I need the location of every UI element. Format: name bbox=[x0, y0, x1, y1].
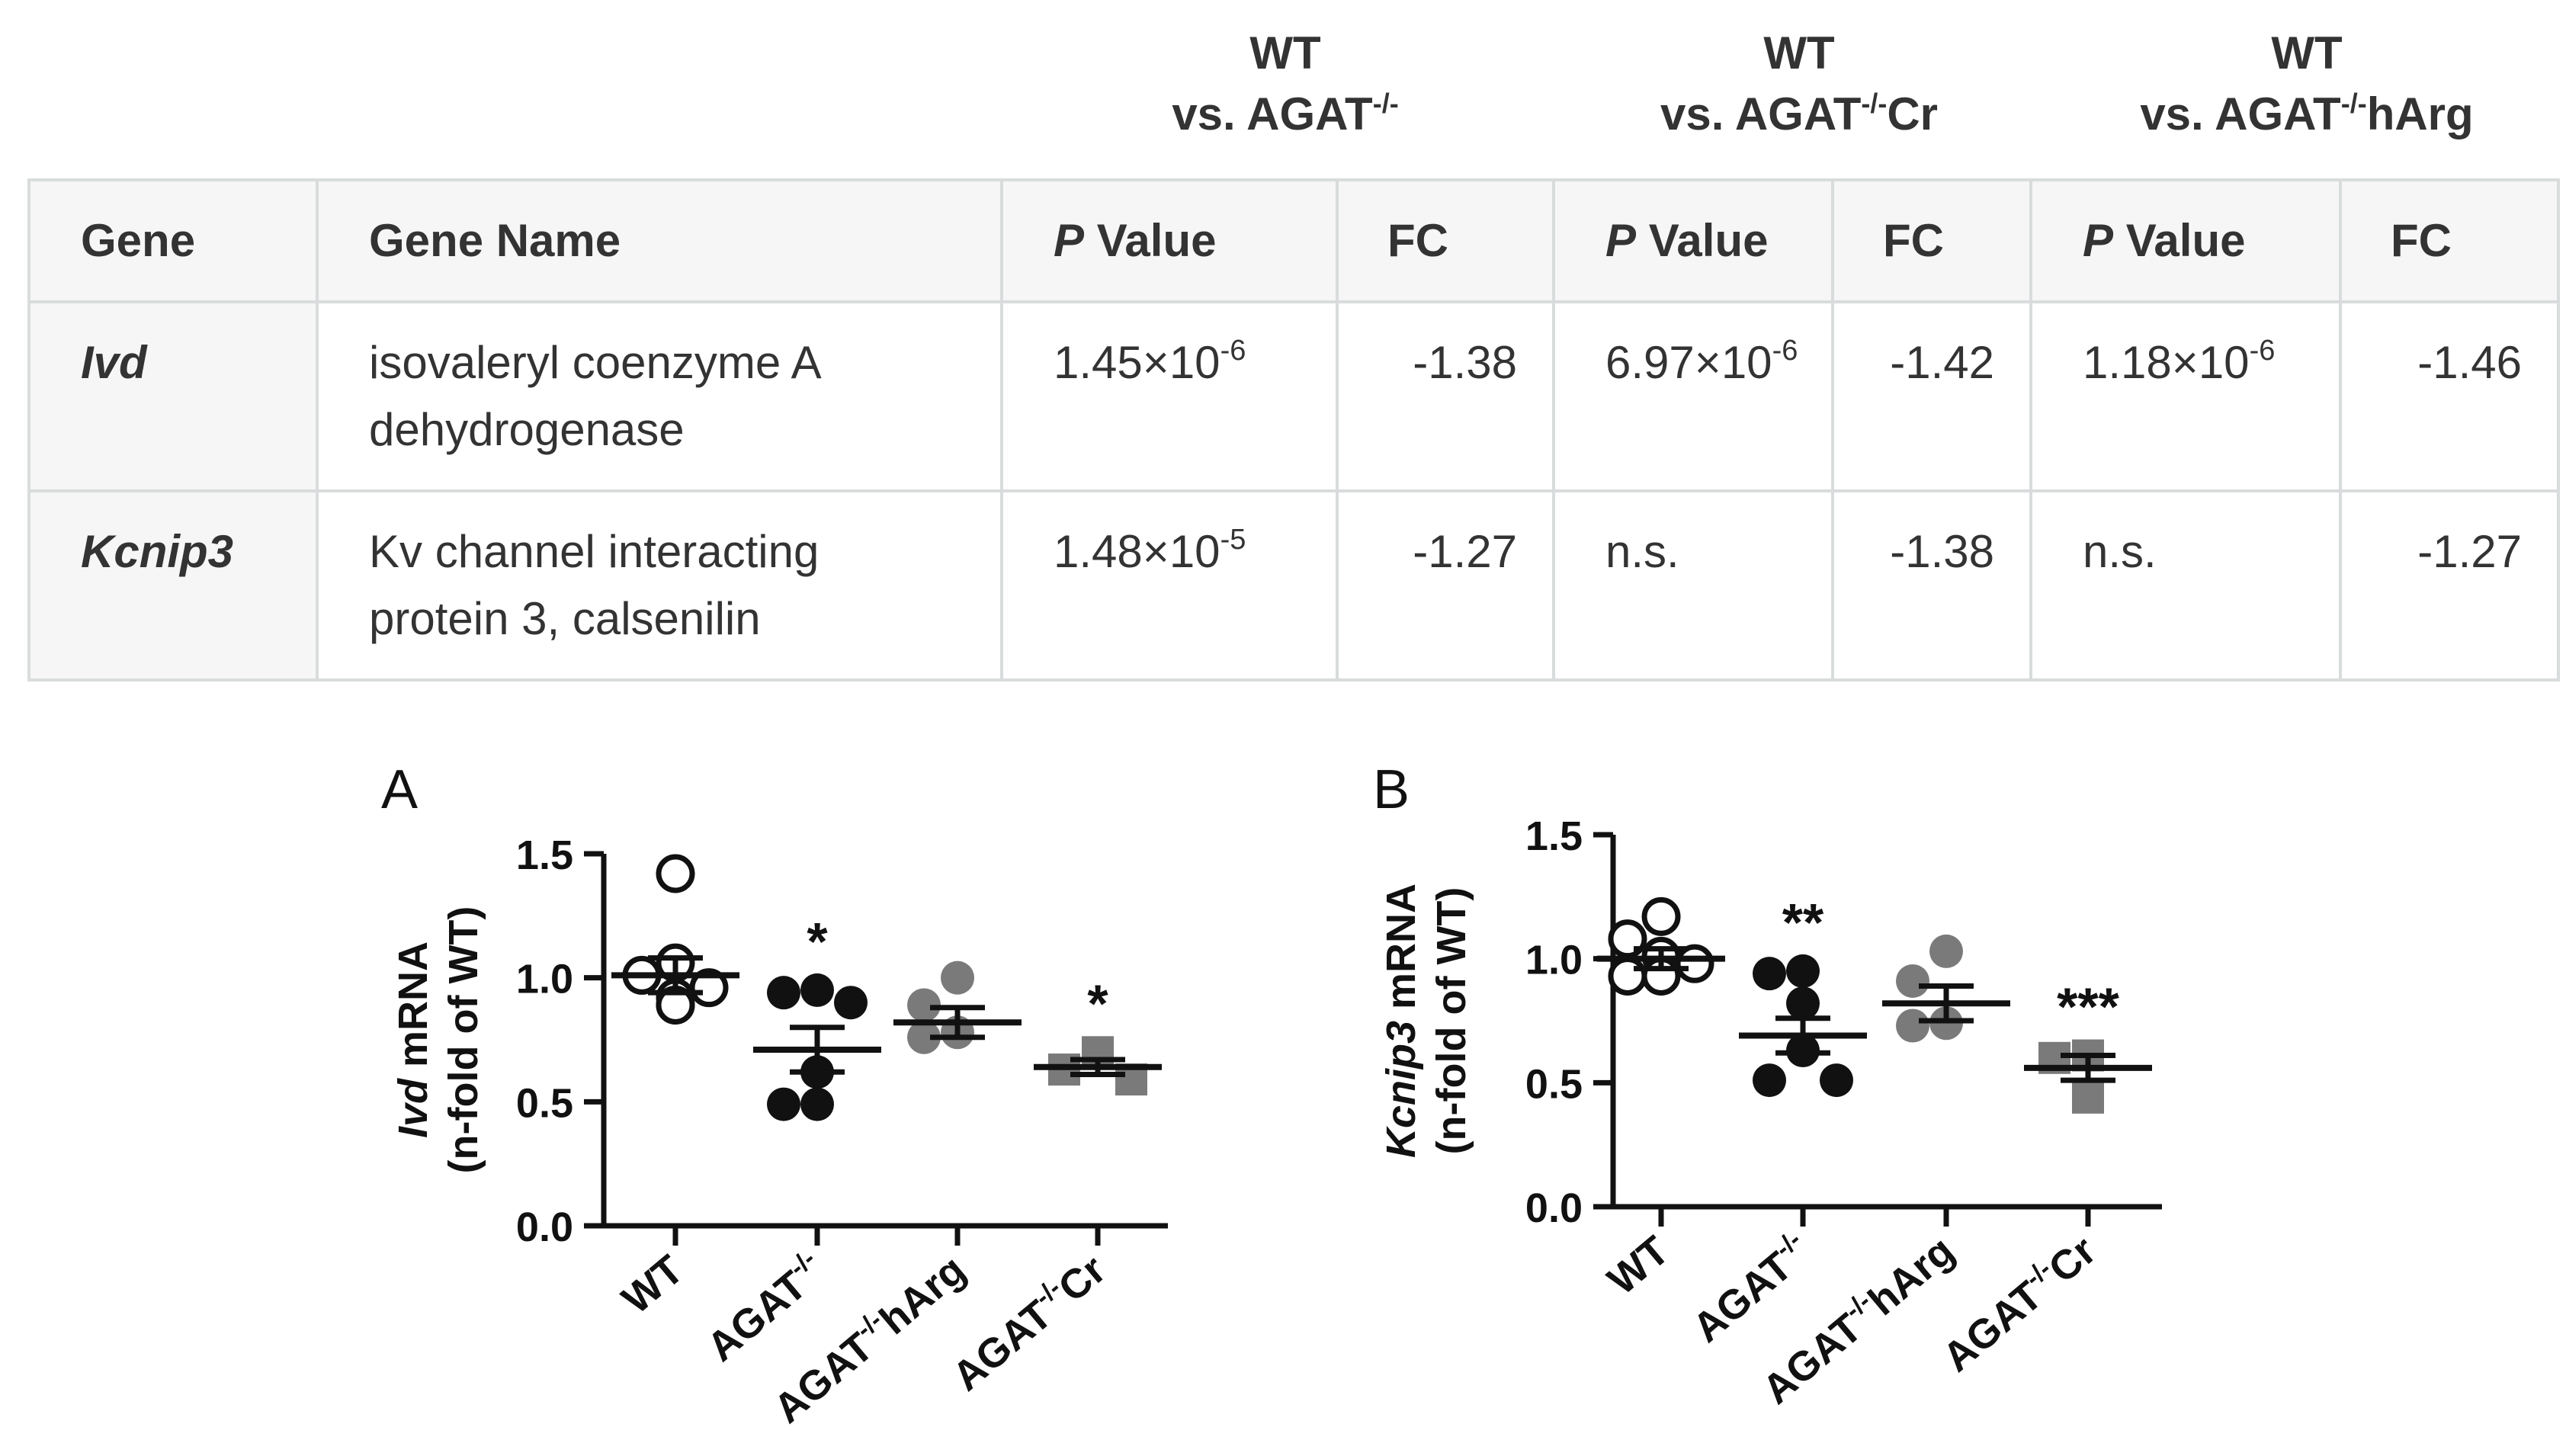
panel-label: B bbox=[1373, 759, 1410, 820]
data-point bbox=[800, 973, 834, 1007]
header-p-value-1: P Value bbox=[1000, 178, 1339, 303]
p-value-cell: 1.18×10-6 bbox=[2029, 300, 2342, 492]
gene-expression-table: Gene Gene Name P Value FC P Value FC P V… bbox=[27, 178, 2560, 681]
data-point bbox=[1753, 1063, 1786, 1098]
data-point bbox=[1753, 957, 1786, 991]
p-value-cell: n.s. bbox=[1552, 489, 1834, 681]
y-tick-label: 0.0 bbox=[516, 1204, 573, 1250]
chart-panel-b: B 0.0 0.5 1.0 1.5 Kcnip3 mRNA (n-fold of WT) WT… bbox=[1373, 759, 2162, 1413]
comparison-header-1: WT vs. AGAT-/- bbox=[1118, 23, 1453, 145]
data-point bbox=[941, 961, 974, 995]
fc-cell: -1.42 bbox=[1831, 300, 2032, 492]
p-value-cell: 1.48×10-5 bbox=[1000, 489, 1339, 681]
comparison-header-3-prefix: vs. AGAT bbox=[2140, 88, 2341, 140]
y-tick-label: 1.0 bbox=[516, 957, 573, 1002]
comparison-header-2: WT vs. AGAT-/-Cr bbox=[1586, 23, 2013, 145]
comparison-header-1-line1: WT bbox=[1249, 27, 1321, 79]
y-tick-label: 0.0 bbox=[1525, 1185, 1583, 1231]
x-tick-label: AGAT-/-Cr bbox=[1933, 1225, 2105, 1381]
data-point bbox=[1820, 1063, 1853, 1098]
comparison-header-1-prefix: vs. AGAT bbox=[1172, 88, 1373, 140]
comparison-header-3-line1: WT bbox=[2271, 27, 2343, 79]
table-row-ivd: Ivd isovaleryl coenzyme A dehydrogenase … bbox=[27, 300, 2560, 492]
data-point bbox=[656, 854, 695, 893]
data-point bbox=[1896, 964, 1929, 998]
comparison-header-3-sup: -/- bbox=[2340, 88, 2367, 119]
header-gene: Gene bbox=[27, 178, 319, 303]
data-point bbox=[1896, 1009, 1929, 1043]
x-tick-label: AGAT-/- bbox=[1682, 1225, 1820, 1351]
p-value-cell: 1.45×10-6 bbox=[1000, 300, 1339, 492]
data-point bbox=[1786, 986, 1820, 1021]
header-p-value-2: P Value bbox=[1552, 178, 1834, 303]
data-point bbox=[1675, 944, 1714, 983]
chart-panel-a: A 0.0 0.5 1.0 1.5 Ivd mRNA (n-fold of WT) WT * AG… bbox=[381, 759, 1168, 1432]
comparison-header-2-prefix: vs. AGAT bbox=[1660, 88, 1862, 140]
p-value-cell: n.s. bbox=[2029, 489, 2342, 681]
data-point bbox=[689, 968, 729, 1008]
significance-marker: * bbox=[1087, 973, 1108, 1033]
comparison-header-2-line1: WT bbox=[1763, 27, 1835, 79]
y-tick-label: 0.5 bbox=[516, 1080, 573, 1126]
comparison-header-3-suffix: hArg bbox=[2366, 88, 2474, 140]
significance-marker: * bbox=[807, 912, 828, 971]
y-axis-label-line2: (n-fold of WT) bbox=[441, 906, 486, 1174]
gene-symbol-cell: Kcnip3 bbox=[27, 489, 319, 681]
y-tick-label: 1.5 bbox=[1525, 813, 1583, 859]
gene-name-cell: Kv channel interacting protein 3, calsen… bbox=[316, 489, 1003, 681]
x-tick-label: AGAT-/-Cr bbox=[942, 1244, 1115, 1400]
y-axis-label: Kcnip3 mRNA bbox=[1378, 884, 1424, 1158]
y-tick-label: 1.0 bbox=[1525, 938, 1583, 983]
header-p-value-3: P Value bbox=[2029, 178, 2342, 303]
y-axis-label-line2: (n-fold of WT) bbox=[1429, 887, 1474, 1155]
x-tick-label: AGAT-/- bbox=[697, 1244, 834, 1370]
comparison-header-3: WT vs. AGAT-/-hArg bbox=[2070, 23, 2543, 145]
table-row-kcnip3: Kcnip3 Kv channel interacting protein 3,… bbox=[27, 489, 2560, 681]
significance-marker: ** bbox=[1782, 893, 1824, 952]
fc-cell: -1.38 bbox=[1831, 489, 2032, 681]
gene-name-cell: isovaleryl coenzyme A dehydrogenase bbox=[316, 300, 1003, 492]
x-tick-label: WT bbox=[1599, 1227, 1678, 1304]
significance-marker: *** bbox=[2057, 977, 2119, 1037]
header-gene-name: Gene Name bbox=[316, 178, 1003, 303]
header-fc-1: FC bbox=[1336, 178, 1555, 303]
header-fc-3: FC bbox=[2339, 178, 2560, 303]
panel-label: A bbox=[381, 759, 418, 820]
data-point-square bbox=[2072, 1081, 2104, 1114]
fc-cell: -1.38 bbox=[1336, 300, 1555, 492]
data-point bbox=[1608, 956, 1647, 996]
data-point bbox=[800, 1087, 834, 1121]
p-value-cell: 6.97×10-6 bbox=[1552, 300, 1834, 492]
data-point bbox=[767, 1087, 800, 1121]
fc-cell: -1.46 bbox=[2339, 300, 2560, 492]
header-fc-2: FC bbox=[1831, 178, 2032, 303]
comparison-header-2-sup: -/- bbox=[1861, 88, 1888, 119]
data-point bbox=[1929, 934, 1963, 968]
fc-cell: -1.27 bbox=[1336, 489, 1555, 681]
data-point bbox=[767, 976, 800, 1010]
data-point bbox=[1786, 954, 1820, 988]
y-tick-label: 0.5 bbox=[1525, 1061, 1583, 1107]
y-tick-label: 1.5 bbox=[516, 832, 573, 878]
comparison-header-2-suffix: Cr bbox=[1887, 88, 1939, 140]
data-point bbox=[907, 1020, 941, 1054]
data-point bbox=[907, 988, 941, 1022]
y-axis-label: Ivd mRNA bbox=[390, 941, 436, 1138]
comparison-header-1-sup: -/- bbox=[1372, 88, 1399, 119]
fc-cell: -1.27 bbox=[2339, 489, 2560, 681]
table-header-row: Gene Gene Name P Value FC P Value FC P V… bbox=[27, 178, 2560, 303]
data-point bbox=[834, 986, 868, 1020]
x-tick-label: WT bbox=[614, 1246, 692, 1323]
data-point bbox=[1641, 896, 1681, 936]
gene-symbol-cell: Ivd bbox=[27, 300, 319, 492]
